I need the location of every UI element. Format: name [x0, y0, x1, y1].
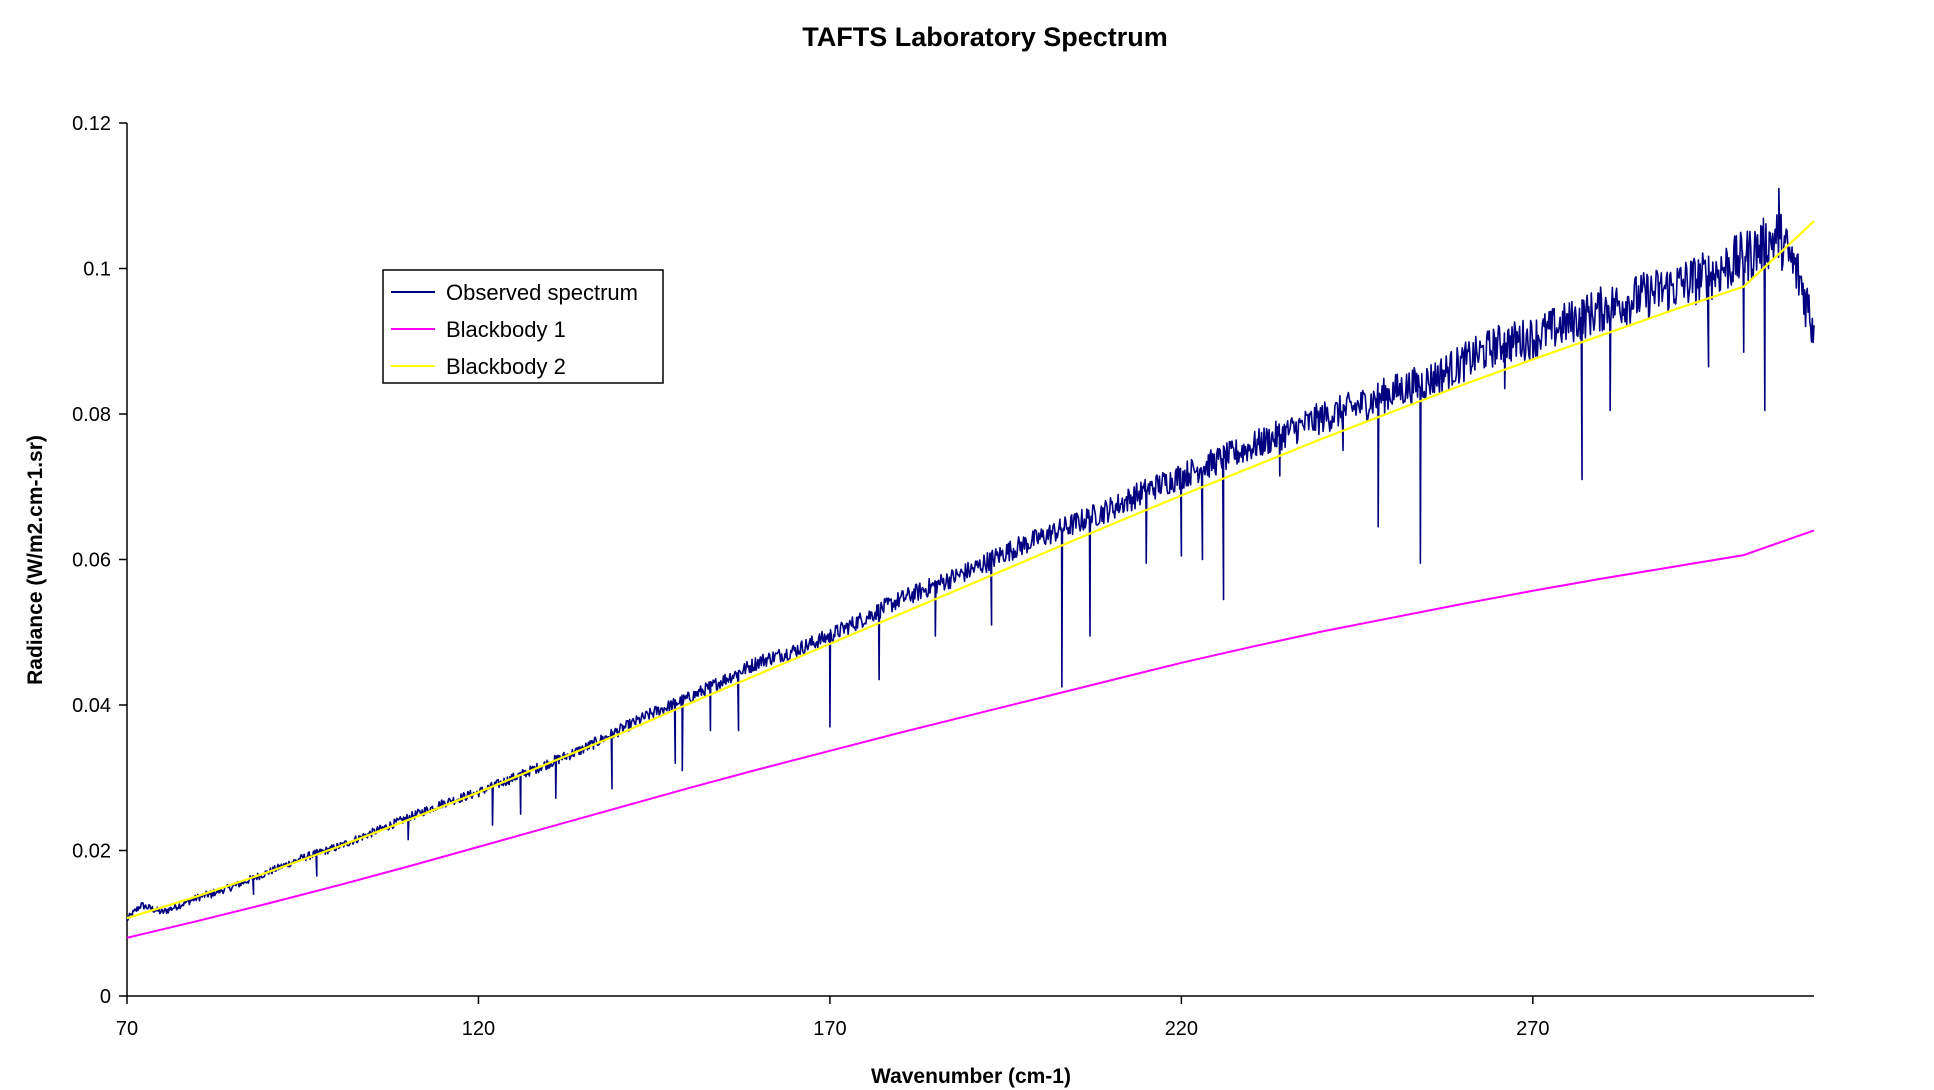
series-line-blackbody-1 [126, 529, 1815, 939]
x-axis-label: Wavenumber (cm-1) [871, 1065, 1071, 1088]
x-tick-label: 220 [1165, 1018, 1198, 1040]
series-line-blackbody-2 [126, 220, 1815, 920]
y-tick-label: 0.02 [72, 841, 111, 863]
legend-box [382, 269, 664, 384]
legend: Observed spectrum Blackbody 1 Blackbody 2 [382, 269, 664, 384]
y-tick-label: 0.04 [72, 695, 111, 717]
y-tick-label: 0.12 [72, 113, 111, 135]
x-tick-label: 170 [813, 1018, 846, 1040]
x-tick-label: 270 [1516, 1018, 1549, 1040]
y-axis-label: Radiance (W/m2.cm-1.sr) [24, 435, 47, 685]
series-line-observed-spectrum [126, 187, 1815, 921]
legend-label: Blackbody 1 [446, 317, 566, 342]
x-tick-label: 120 [462, 1018, 495, 1040]
y-tick-label: 0.06 [72, 550, 111, 572]
x-tick-label: 70 [116, 1018, 138, 1040]
y-tick-label: 0.1 [83, 259, 111, 281]
y-tick-label: 0 [100, 986, 111, 1008]
y-tick-label: 0.08 [72, 404, 111, 426]
legend-label: Blackbody 2 [446, 354, 566, 379]
chart-title: TAFTS Laboratory Spectrum [802, 22, 1168, 52]
plot-area: 0 0.02 0.04 0.06 0.08 0.1 0.12 70 120 170 220 270 [72, 113, 1815, 1040]
legend-label: Observed spectrum [446, 280, 638, 305]
